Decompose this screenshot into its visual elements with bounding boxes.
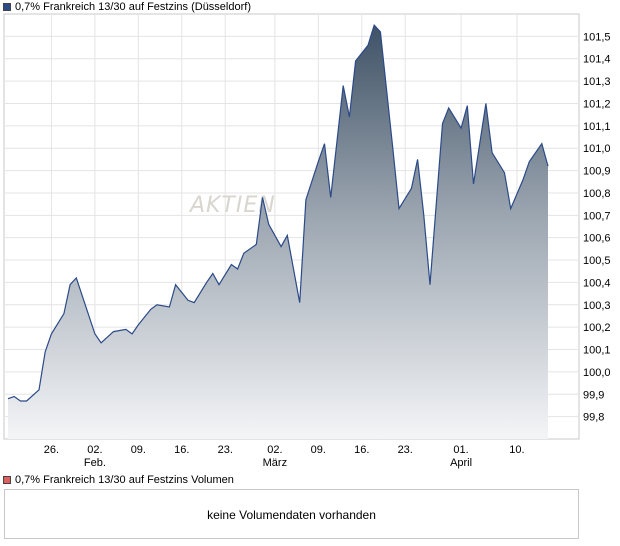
legend-volume: 0,7% Frankreich 13/30 auf Festzins Volum… <box>3 473 234 487</box>
y-tick-label: 100,0 <box>583 367 611 379</box>
y-tick-label: 99,8 <box>583 412 604 424</box>
x-tick-label: 02. <box>267 444 282 456</box>
x-tick-label: 10. <box>509 444 524 456</box>
legend-price: 0,7% Frankreich 13/30 auf Festzins (Düss… <box>3 0 251 14</box>
legend-volume-swatch <box>3 476 11 484</box>
x-tick-month-label: April <box>450 457 472 469</box>
x-tick-label: 16. <box>354 444 369 456</box>
y-tick-label: 101,1 <box>583 121 611 133</box>
x-tick-label: 01. <box>453 444 468 456</box>
y-tick-label: 101,3 <box>583 76 611 88</box>
legend-price-swatch <box>3 3 11 11</box>
x-tick-month-label: Feb. <box>84 457 106 469</box>
x-tick-label: 23. <box>218 444 233 456</box>
legend-volume-label: 0,7% Frankreich 13/30 auf Festzins Volum… <box>15 474 234 486</box>
y-tick-label: 100,2 <box>583 322 611 334</box>
y-tick-label: 101,2 <box>583 98 611 110</box>
x-tick-label: 02. <box>87 444 102 456</box>
y-tick-label: 100,3 <box>583 300 611 312</box>
volume-panel: keine Volumendaten vorhanden <box>4 489 579 539</box>
legend-price-label: 0,7% Frankreich 13/30 auf Festzins (Düss… <box>15 1 251 13</box>
y-tick-label: 100,5 <box>583 255 611 267</box>
price-chart: AKTIEN 99,899,9100,0100,1100,2100,3100,4… <box>3 13 611 469</box>
y-tick-label: 101,5 <box>583 31 611 43</box>
y-tick-label: 100,6 <box>583 233 611 245</box>
x-tick-label: 09. <box>131 444 146 456</box>
price-line <box>7 24 549 402</box>
y-tick-label: 100,1 <box>583 345 611 357</box>
y-tick-label: 100,9 <box>583 166 611 178</box>
x-tick-label: 26. <box>44 444 59 456</box>
volume-message: keine Volumendaten vorhanden <box>207 508 376 522</box>
y-tick-label: 100,7 <box>583 210 611 222</box>
price-area <box>8 25 548 439</box>
x-tick-label: 16. <box>174 444 189 456</box>
x-tick-label: 09. <box>311 444 326 456</box>
y-tick-label: 101,0 <box>583 143 611 155</box>
y-tick-label: 100,8 <box>583 188 611 200</box>
x-tick-label: 23. <box>398 444 413 456</box>
y-tick-label: 100,4 <box>583 277 611 289</box>
x-tick-month-label: März <box>263 457 287 469</box>
y-tick-label: 99,9 <box>583 389 604 401</box>
y-tick-label: 101,4 <box>583 54 611 66</box>
y-axis-ticks: 99,8 99,9 100,0 100,1 100,2 100,3 100,4 100,5 10… <box>583 31 611 423</box>
